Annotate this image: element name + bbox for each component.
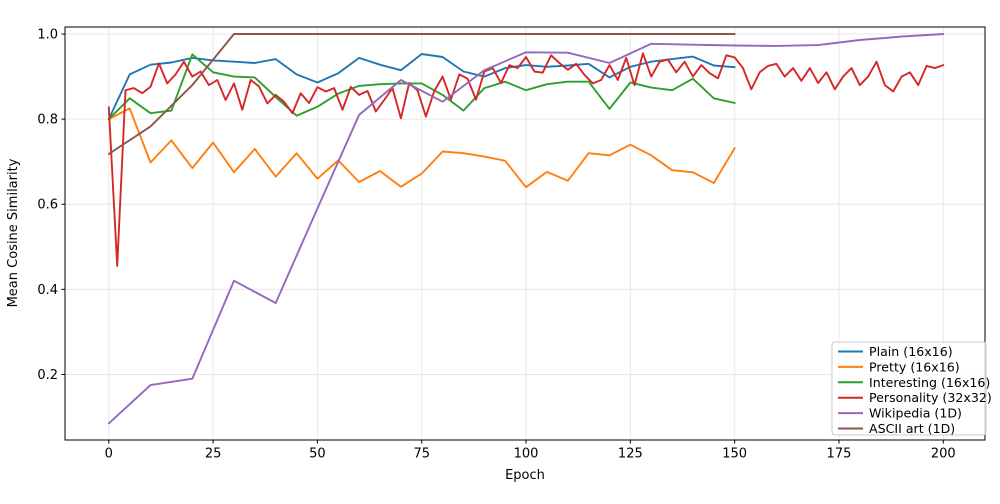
x-tick-label: 25 <box>205 447 222 462</box>
series-line-pretty-16x16 <box>107 107 736 189</box>
legend-label: ASCII art (1D) <box>869 421 955 436</box>
y-tick-label: 1.0 <box>37 28 58 43</box>
x-tick-label: 200 <box>931 447 956 462</box>
x-tick-label: 100 <box>514 447 539 462</box>
x-tick-label: 175 <box>827 447 852 462</box>
legend-label: Wikipedia (1D) <box>869 406 962 421</box>
y-tick-label: 0.4 <box>37 283 58 298</box>
ticks-layer: 0 25 50 75 100 125 150 175 200 0.2 0.4 0.6 0.8 1.0 <box>37 28 955 462</box>
legend-label: Plain (16x16) <box>869 344 953 359</box>
legend-label: Personality (32x32) <box>869 390 992 405</box>
series-line-wikipedia-1d <box>107 33 945 425</box>
series-line-interesting-16x16 <box>107 53 736 121</box>
legend-label: Interesting (16x16) <box>869 375 990 390</box>
y-tick-label: 0.6 <box>37 198 58 213</box>
series-layer <box>107 33 945 425</box>
series-line-ascii-art-1d <box>107 33 736 155</box>
x-tick-label: 75 <box>413 447 430 462</box>
legend-label: Pretty (16x16) <box>869 359 960 374</box>
x-tick-label: 0 <box>105 447 113 462</box>
x-tick-label: 150 <box>722 447 747 462</box>
x-axis-label: Epoch <box>505 468 545 483</box>
x-tick-label: 125 <box>618 447 643 462</box>
legend-box <box>831 341 987 436</box>
y-axis-label: Mean Cosine Similarity <box>6 158 21 307</box>
plot-border <box>64 26 986 441</box>
y-tick-label: 0.8 <box>37 113 58 128</box>
y-tick-label: 0.2 <box>37 368 58 383</box>
legend: Plain (16x16)Pretty (16x16)Interesting (… <box>831 341 992 436</box>
series-line-personality-32x32 <box>107 52 945 267</box>
x-tick-label: 50 <box>309 447 326 462</box>
